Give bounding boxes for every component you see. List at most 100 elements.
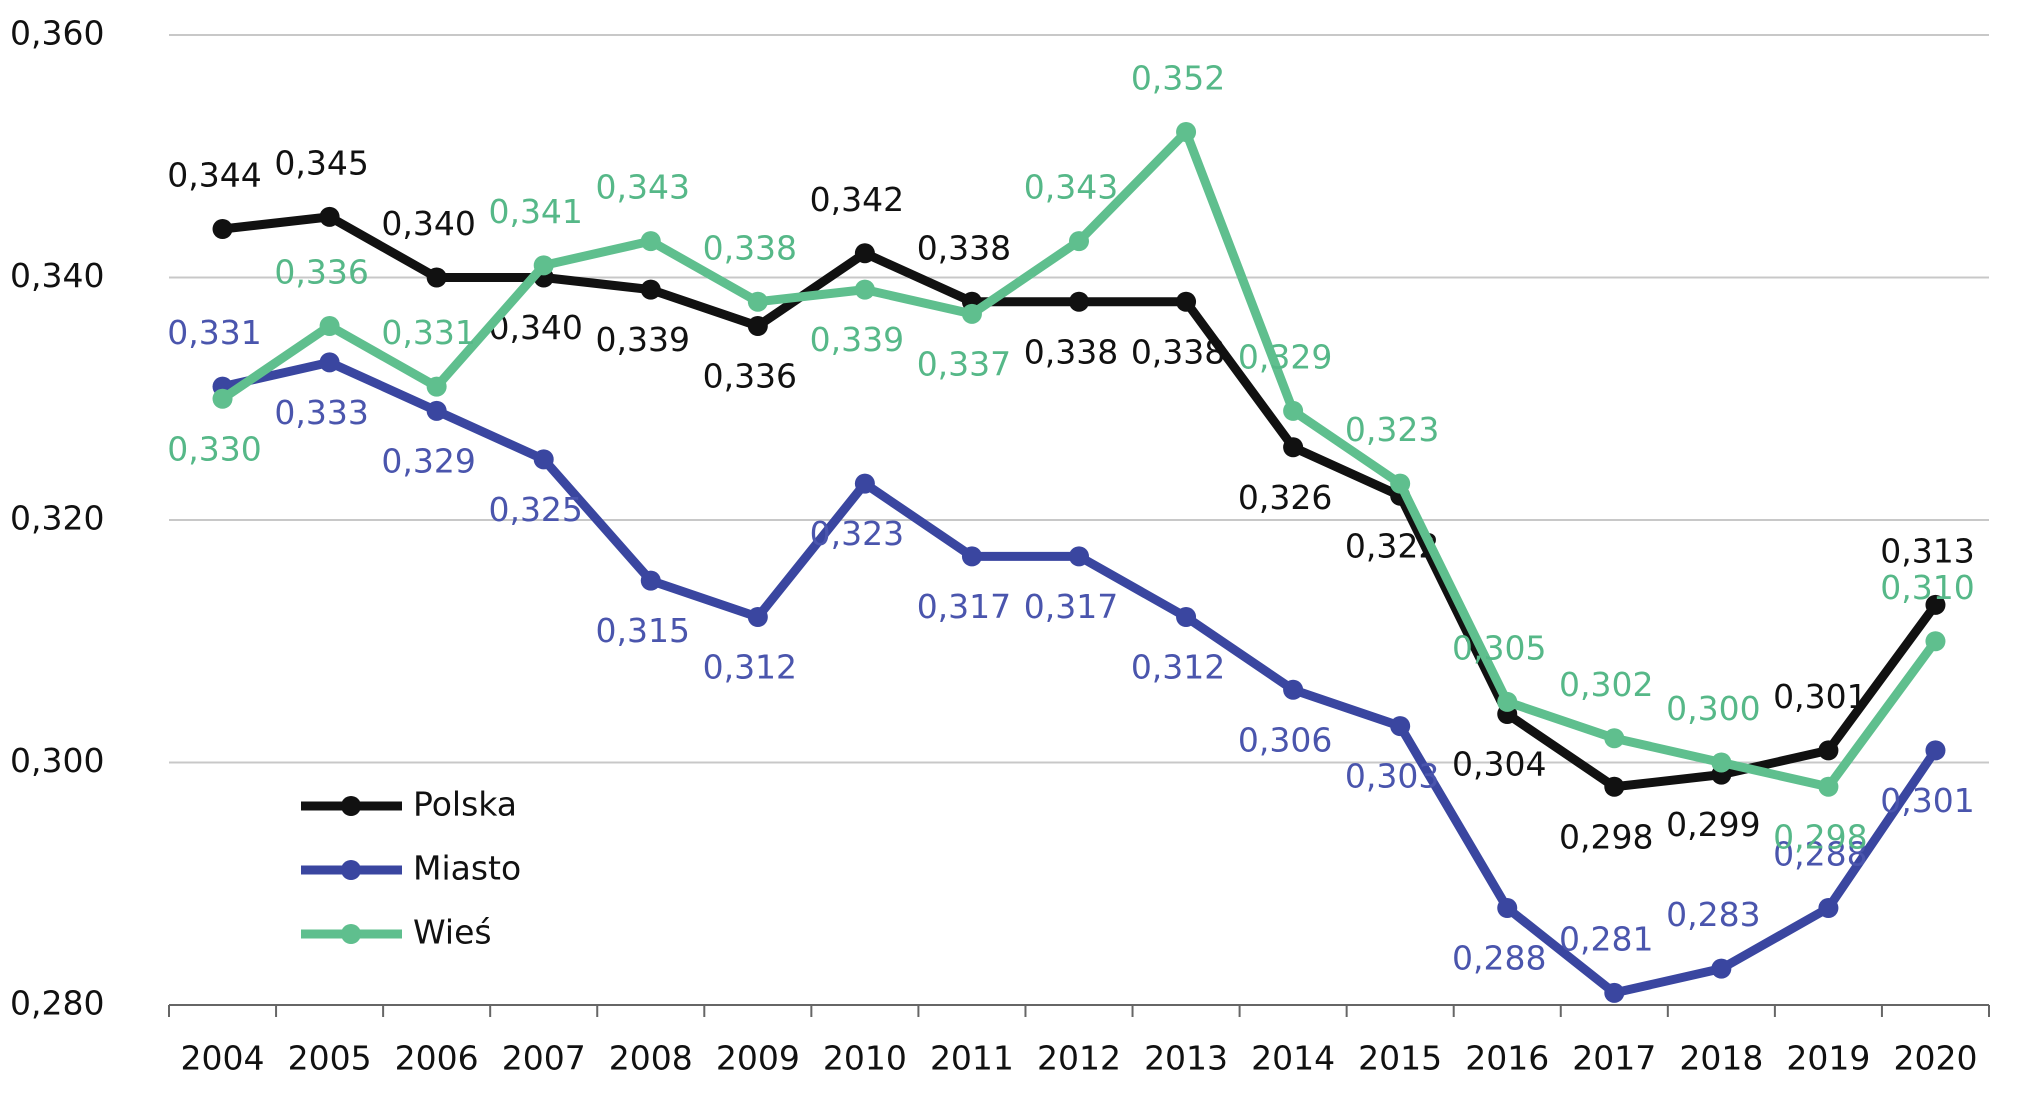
data-label: 0,302 — [1559, 665, 1653, 704]
point — [747, 607, 768, 627]
data-label: 0,330 — [167, 429, 261, 468]
legend-label: Polska — [413, 785, 517, 824]
point — [854, 473, 875, 494]
data-label: 0,281 — [1559, 919, 1653, 958]
point — [1818, 776, 1839, 797]
point — [212, 388, 233, 409]
data-label: 0,312 — [703, 648, 797, 687]
data-label: 0,329 — [1238, 337, 1332, 376]
point — [426, 267, 447, 288]
data-label: 0,288 — [1773, 835, 1867, 874]
y-tick-label: 0,340 — [10, 256, 104, 295]
data-label: 0,283 — [1666, 895, 1760, 934]
data-label: 0,352 — [1131, 59, 1225, 98]
x-tick-label: 2013 — [1144, 1039, 1228, 1078]
x-tick-label: 2016 — [1465, 1039, 1549, 1078]
x-tick-label: 2008 — [609, 1039, 693, 1078]
point — [319, 316, 340, 336]
data-label: 0,343 — [1024, 168, 1118, 207]
x-tick-label: 2004 — [181, 1039, 265, 1078]
data-label: 0,326 — [1238, 478, 1332, 517]
point — [1925, 740, 1946, 761]
data-label: 0,338 — [1024, 332, 1118, 371]
data-label: 0,344 — [167, 156, 261, 195]
point — [640, 231, 661, 252]
point — [1069, 546, 1089, 567]
point — [640, 279, 661, 300]
data-label: 0,301 — [1880, 781, 1974, 820]
data-label: 0,300 — [1666, 689, 1760, 728]
x-tick-label: 2010 — [823, 1039, 907, 1078]
data-label: 0,301 — [1773, 677, 1867, 716]
data-label: 0,329 — [381, 441, 475, 480]
data-label: 0,288 — [1452, 939, 1546, 978]
data-label: 0,337 — [917, 344, 1011, 383]
x-tick-label: 2020 — [1893, 1039, 1977, 1078]
point — [1390, 473, 1411, 494]
x-tick-label: 2009 — [716, 1039, 800, 1078]
data-label: 0,338 — [1131, 332, 1225, 371]
data-label: 0,306 — [1238, 720, 1332, 759]
data-label: 0,336 — [274, 253, 368, 292]
data-label: 0,298 — [1559, 817, 1653, 856]
point — [1711, 958, 1732, 979]
point — [1925, 631, 1946, 652]
point — [1711, 752, 1732, 773]
x-tick-label: 2019 — [1786, 1039, 1870, 1078]
point — [961, 546, 982, 567]
y-tick-label: 0,300 — [10, 741, 104, 780]
x-tick-label: 2007 — [502, 1039, 586, 1078]
point — [961, 303, 982, 324]
point — [640, 570, 661, 591]
point — [533, 255, 554, 276]
data-label: 0,340 — [381, 204, 475, 243]
data-label: 0,331 — [381, 313, 475, 352]
x-tick-label: 2012 — [1037, 1039, 1121, 1078]
point — [1818, 740, 1839, 761]
legend-label: Miasto — [413, 849, 521, 888]
point — [1283, 400, 1304, 421]
data-label: 0,298 — [1773, 817, 1867, 856]
point — [854, 243, 875, 264]
x-tick-label: 2018 — [1679, 1039, 1763, 1078]
x-tick-label: 2017 — [1572, 1039, 1656, 1078]
data-label: 0,345 — [274, 143, 368, 182]
data-label: 0,315 — [596, 611, 690, 650]
legend-marker — [341, 860, 361, 880]
point — [1283, 679, 1304, 700]
legend-marker — [341, 796, 361, 816]
data-label: 0,323 — [1345, 410, 1439, 449]
y-tick-label: 0,320 — [10, 499, 104, 538]
data-label: 0,338 — [703, 228, 797, 267]
point — [426, 376, 447, 397]
point — [1283, 437, 1304, 458]
point — [1176, 291, 1197, 312]
point — [1818, 898, 1839, 918]
point — [212, 219, 233, 239]
data-label: 0,317 — [917, 587, 1011, 626]
data-label: 0,333 — [274, 393, 368, 432]
point — [1176, 607, 1197, 627]
data-label: 0,341 — [488, 192, 582, 231]
data-label: 0,303 — [1345, 757, 1439, 796]
point — [1069, 291, 1089, 312]
data-label: 0,343 — [596, 168, 690, 207]
data-label: 0,299 — [1666, 805, 1760, 844]
point — [1497, 898, 1518, 918]
data-label: 0,305 — [1452, 628, 1546, 667]
point — [854, 279, 875, 300]
legend-marker — [341, 924, 361, 944]
data-label: 0,342 — [810, 180, 904, 219]
point — [319, 352, 340, 373]
data-label: 0,338 — [917, 228, 1011, 267]
data-label: 0,339 — [810, 320, 904, 359]
data-label: 0,317 — [1024, 587, 1118, 626]
y-tick-label: 0,280 — [10, 984, 104, 1023]
point — [747, 291, 768, 312]
data-label: 0,312 — [1131, 648, 1225, 687]
point — [1497, 691, 1518, 712]
point — [1604, 728, 1625, 749]
point — [1925, 594, 1946, 615]
